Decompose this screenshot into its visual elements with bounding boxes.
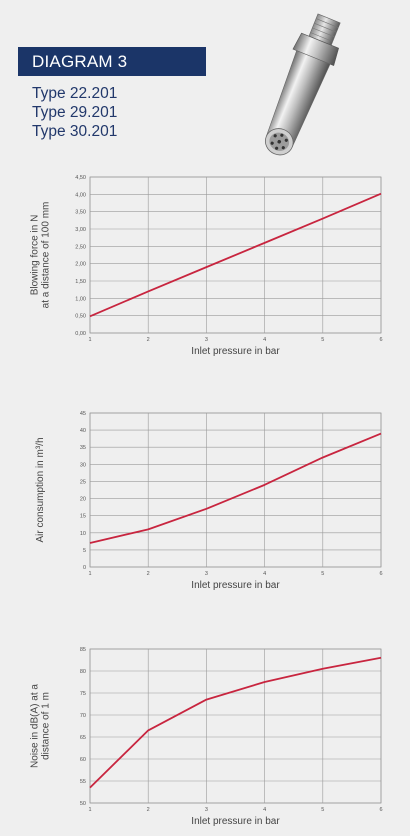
nozzle-image bbox=[264, 13, 341, 156]
y-tick-label: 2,00 bbox=[75, 262, 86, 268]
chart-blowing-force: 0,00 0,50 1,00 1,50 2,00 2,50 3,00 3,50 4,00 4,50… bbox=[0, 170, 410, 370]
chart-noise: 50 55 60 65 70 75 80 85 1 2 3 4 5 6 Inlet pressure in … bbox=[0, 640, 410, 836]
y-axis-title: Noise in dB(A) at a bbox=[30, 684, 41, 768]
type-item: Type 30.201 bbox=[32, 123, 118, 140]
type-list: Type 22.201 Type 29.201 Type 30.201 bbox=[32, 84, 117, 141]
y-tick-label: 15 bbox=[80, 514, 86, 520]
y-tick-label: 75 bbox=[80, 691, 86, 697]
x-tick-label: 4 bbox=[263, 571, 266, 577]
chart-svg: 50 55 60 65 70 75 80 85 1 2 3 4 5 6 Inlet pressure in … bbox=[30, 647, 383, 827]
diagram-title: DIAGRAM 3 bbox=[18, 47, 206, 76]
y-tick-label: 0,50 bbox=[75, 314, 86, 320]
y-tick-label: 20 bbox=[80, 497, 86, 503]
y-tick-label: 85 bbox=[80, 647, 86, 653]
y-tick-label: 1,50 bbox=[75, 279, 86, 285]
x-axis-title: Inlet pressure in bar bbox=[191, 346, 280, 357]
plot-area bbox=[89, 412, 382, 568]
y-tick-label: 4,50 bbox=[75, 175, 86, 181]
series-line bbox=[89, 656, 382, 789]
y-tick-label: 55 bbox=[80, 779, 86, 785]
x-tick-label: 1 bbox=[88, 571, 91, 577]
y-tick-label: 70 bbox=[80, 713, 86, 719]
x-tick-label: 1 bbox=[88, 807, 91, 813]
y-axis-title: Blowing force in N bbox=[30, 215, 41, 296]
x-tick-label: 5 bbox=[321, 337, 324, 343]
y-tick-label: 3,00 bbox=[75, 227, 86, 233]
y-tick-label: 0,00 bbox=[75, 331, 86, 337]
x-axis-title: Inlet pressure in bar bbox=[191, 580, 280, 591]
x-tick-label: 2 bbox=[147, 337, 150, 343]
y-tick-label: 3,50 bbox=[75, 210, 86, 216]
x-tick-label: 6 bbox=[379, 337, 382, 343]
y-tick-label: 35 bbox=[80, 445, 86, 451]
y-tick-label: 25 bbox=[80, 479, 86, 485]
y-tick-label: 65 bbox=[80, 735, 86, 741]
y-tick-label: 0 bbox=[83, 565, 86, 571]
x-tick-label: 5 bbox=[321, 571, 324, 577]
y-tick-label: 40 bbox=[80, 428, 86, 434]
x-axis-title: Inlet pressure in bar bbox=[191, 816, 280, 827]
y-tick-label: 2,50 bbox=[75, 244, 86, 250]
plot-area bbox=[89, 648, 382, 804]
x-tick-label: 3 bbox=[205, 337, 208, 343]
x-tick-label: 1 bbox=[88, 337, 91, 343]
y-tick-label: 45 bbox=[80, 411, 86, 417]
y-tick-label: 4,00 bbox=[75, 192, 86, 198]
y-axis-title: distance of 1 m bbox=[41, 692, 52, 760]
series-line bbox=[89, 432, 382, 544]
x-tick-label: 4 bbox=[263, 337, 266, 343]
series-line bbox=[89, 192, 382, 318]
x-tick-label: 4 bbox=[263, 807, 266, 813]
x-tick-label: 2 bbox=[147, 571, 150, 577]
y-tick-label: 1,00 bbox=[75, 296, 86, 302]
x-tick-label: 6 bbox=[379, 807, 382, 813]
x-tick-label: 2 bbox=[147, 807, 150, 813]
x-tick-label: 5 bbox=[321, 807, 324, 813]
type-item: Type 22.201 bbox=[32, 85, 118, 102]
y-tick-label: 5 bbox=[83, 548, 86, 554]
y-axis-title: Air consumption in m³/h bbox=[35, 437, 46, 542]
chart-svg: 0,00 0,50 1,00 1,50 2,00 2,50 3,00 3,50 4,00 4,50… bbox=[30, 175, 383, 357]
y-tick-label: 10 bbox=[80, 531, 86, 537]
y-axis-title: at a distance of 100 mm bbox=[41, 202, 52, 309]
type-item: Type 29.201 bbox=[32, 104, 118, 121]
x-tick-label: 6 bbox=[379, 571, 382, 577]
y-tick-label: 60 bbox=[80, 757, 86, 763]
y-tick-label: 50 bbox=[80, 801, 86, 807]
x-tick-label: 3 bbox=[205, 571, 208, 577]
chart-air-consumption: 0 5 10 15 20 25 30 35 40 45 1 2 3 4 5 6 Inlet pressure i… bbox=[0, 405, 410, 605]
y-tick-label: 80 bbox=[80, 669, 86, 675]
y-tick-label: 30 bbox=[80, 462, 86, 468]
x-tick-label: 3 bbox=[205, 807, 208, 813]
